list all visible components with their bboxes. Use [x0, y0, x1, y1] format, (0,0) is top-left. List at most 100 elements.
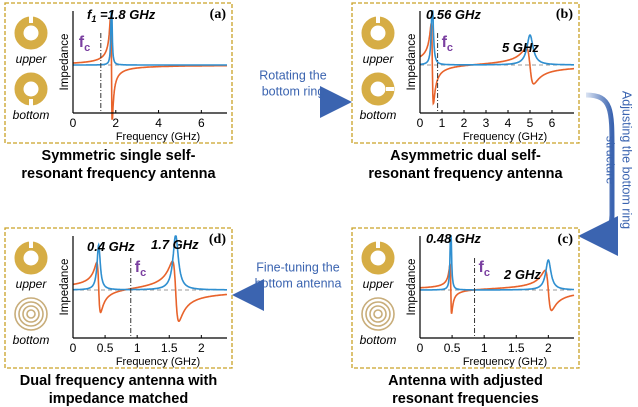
x-tick-label: 2: [545, 341, 552, 355]
caption: resonant frequency antenna: [368, 166, 563, 182]
bottom-icon: [373, 309, 383, 319]
caption: Dual frequency antenna with: [20, 373, 217, 389]
x-tick-label: 2: [198, 341, 205, 355]
panel-frame: [351, 227, 580, 369]
arrow-text: bottom antenna: [255, 276, 342, 290]
annotation: 0.48 GHz: [426, 231, 481, 246]
fc-main: f: [479, 259, 485, 276]
icon-label: bottom: [13, 333, 50, 347]
x-tick-label: 5: [527, 116, 534, 130]
arrow-adjust: Adjusting the bottom ring structure: [578, 91, 634, 256]
annotation-main: 2 GHz: [503, 267, 541, 282]
arrow-text: Adjusting the bottom ring: [620, 91, 634, 229]
bottom-icon: [26, 309, 36, 319]
curve-reactance: [72, 260, 227, 322]
upper-icon: [361, 16, 395, 50]
caption: Antenna with adjusted: [388, 373, 543, 389]
arrow-text: Rotating the: [259, 68, 326, 82]
x-axis-label: Frequency (GHz): [116, 131, 200, 143]
x-tick-label: 6: [549, 116, 556, 130]
x-tick-label: 6: [198, 116, 205, 130]
upper-icon: [14, 16, 48, 50]
arrow-rotate: Rotating the bottom ring: [238, 68, 352, 118]
x-tick-label: 0: [70, 341, 77, 355]
fc-sub: c: [484, 267, 490, 279]
panel-label: (a): [210, 7, 227, 22]
annotation-main: 1.7 GHz: [151, 237, 199, 252]
x-tick-label: 2: [112, 116, 119, 130]
annotation-main: 0.48 GHz: [426, 231, 481, 246]
bottom-icon: [14, 72, 48, 106]
icon-gap: [386, 87, 394, 91]
bottom-icon: [365, 301, 391, 327]
curve-resistance: [420, 10, 574, 66]
fc-label: fc: [135, 259, 146, 279]
icon-gap: [376, 15, 380, 23]
curve-resistance: [73, 235, 227, 291]
annotation-main: f: [87, 7, 93, 22]
curve-resistance: [420, 235, 574, 291]
fc-main: f: [442, 34, 448, 51]
curve-reactance: [419, 21, 574, 106]
upper-icon: [361, 241, 395, 275]
icon-gap: [29, 240, 33, 248]
fc-sub: c: [447, 42, 453, 54]
caption: resonant frequency antenna: [21, 166, 216, 182]
bottom-icon: [369, 305, 387, 323]
x-axis-label: Frequency (GHz): [116, 356, 200, 368]
icon-label: upper: [16, 52, 48, 66]
x-axis-label: Frequency (GHz): [463, 131, 547, 143]
annotation-main: 5 GHz: [502, 40, 539, 55]
arrow-text: bottom ring: [262, 84, 325, 98]
x-tick-label: 4: [155, 116, 162, 130]
icon-gap: [29, 99, 33, 107]
fc-label: fc: [442, 34, 453, 54]
arrow-text: Fine-tuning the: [256, 260, 339, 274]
curve-reactance: [419, 263, 575, 314]
fc-main: f: [79, 34, 85, 51]
annotation-rest: =1.8 GHz: [96, 7, 155, 22]
x-tick-label: 3: [483, 116, 490, 130]
icon-label: bottom: [360, 333, 397, 347]
x-tick-label: 2: [461, 116, 468, 130]
icon-gap: [376, 240, 380, 248]
panel-label: (b): [556, 7, 573, 22]
caption: resonant frequencies: [392, 391, 539, 407]
arrow-text: structure: [604, 136, 618, 185]
annotation: 0.4 GHz: [87, 239, 135, 254]
panel-frame: [4, 227, 233, 369]
icon-label: upper: [16, 277, 48, 291]
x-axis-label: Frequency (GHz): [463, 356, 547, 368]
y-axis-label: Impedance: [406, 259, 418, 316]
fc-main: f: [135, 259, 141, 276]
y-axis-label: Impedance: [59, 34, 71, 91]
annotation-main: 0.4 GHz: [87, 239, 135, 254]
fc-label: fc: [79, 34, 90, 54]
icon-label: bottom: [360, 108, 397, 122]
x-tick-label: 0.5: [444, 341, 461, 355]
annotation: 5 GHz: [502, 40, 539, 55]
x-tick-label: 1.5: [508, 341, 525, 355]
panel-label: (c): [557, 232, 573, 247]
bottom-icon: [22, 305, 40, 323]
icon-label: upper: [363, 277, 395, 291]
panel: upper bottom fc Impedance 0 0.5 1 1.5 2Frequency…: [351, 227, 580, 407]
icon-gap: [29, 15, 33, 23]
annotation-main: 0.56 GHz: [426, 7, 481, 22]
y-axis-label: Impedance: [59, 259, 71, 316]
annotation: 1.7 GHz: [151, 237, 199, 252]
x-tick-label: 0: [70, 116, 77, 130]
arrow-finetune: Fine-tuning the bottom antenna: [232, 260, 346, 311]
caption: Asymmetric dual self-: [390, 148, 541, 164]
x-tick-label: 0: [417, 116, 424, 130]
annotation: 0.56 GHz: [426, 7, 481, 22]
x-tick-label: 4: [505, 116, 512, 130]
curve-reactance: [73, 18, 227, 120]
x-tick-label: 1: [439, 116, 446, 130]
panel: upper bottom fc Impedance 0 0.5 1 1.5 2Frequency…: [4, 227, 233, 407]
annotation-sub: 1: [91, 14, 96, 24]
bottom-icon: [18, 301, 44, 327]
upper-icon: [14, 241, 48, 275]
caption: Symmetric single self-: [42, 148, 196, 164]
